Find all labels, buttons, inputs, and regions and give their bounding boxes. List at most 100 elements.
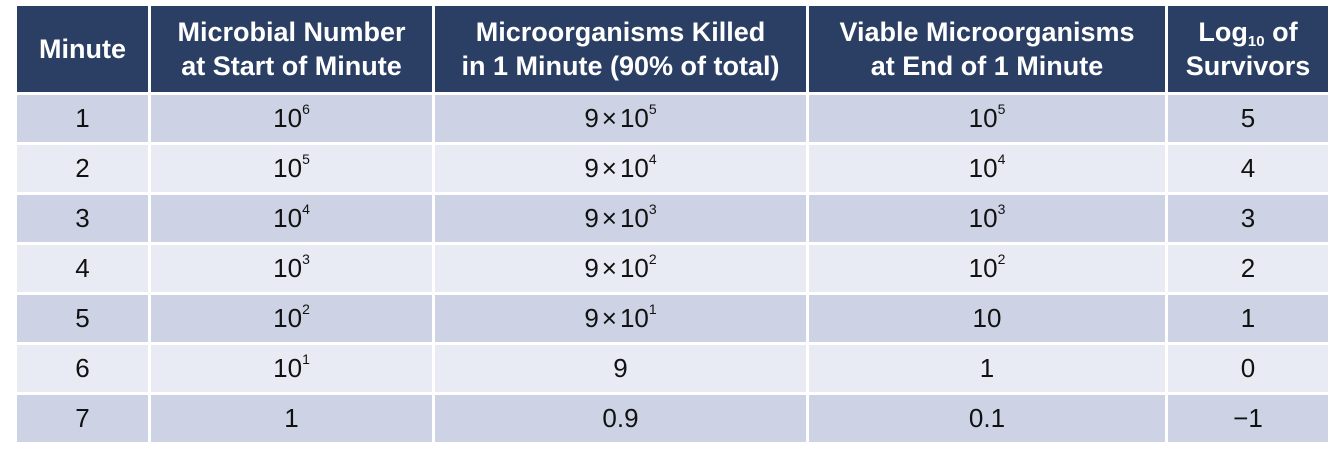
- cell-killed: 9 × 105: [432, 92, 809, 145]
- log-value: 2: [1240, 253, 1256, 283]
- viable-base: 10: [968, 103, 998, 133]
- killed-base: 10: [619, 153, 649, 183]
- cell-viable: 10: [806, 292, 1168, 345]
- cell-start-number: 103: [148, 242, 435, 295]
- start-number-base: 10: [273, 353, 303, 383]
- killed-times-sign: ×: [601, 103, 617, 133]
- minute-value: 3: [75, 203, 90, 233]
- cell-viable: 105: [806, 92, 1168, 145]
- viable-base: 10: [968, 203, 998, 233]
- killed-base: 10: [619, 203, 649, 233]
- cell-minute: 4: [14, 242, 151, 295]
- header-killed-line2: in 1 Minute (90% of total): [461, 51, 780, 81]
- cell-log-survivors: 2: [1165, 242, 1331, 295]
- header-minute: Minute: [14, 6, 151, 95]
- cell-log-survivors: 4: [1165, 142, 1331, 195]
- microbial-death-table: Minute Microbial Number at Start of Minu…: [14, 6, 1331, 445]
- killed-base: 10: [619, 253, 649, 283]
- minute-value: 5: [75, 303, 90, 333]
- viable-exponent: 4: [997, 151, 1006, 167]
- table-row: 7 1 0.9 0.1 −1: [14, 392, 1331, 445]
- killed-exponent: 4: [648, 151, 657, 167]
- start-number-base: 10: [273, 253, 303, 283]
- start-number-base: 10: [273, 153, 303, 183]
- header-log-prefix: Log: [1198, 17, 1248, 47]
- minute-value: 7: [75, 403, 90, 433]
- start-number-value: 1: [284, 403, 299, 433]
- killed-exponent: 1: [648, 301, 657, 317]
- cell-start-number: 102: [148, 292, 435, 345]
- log-value: 3: [1240, 203, 1256, 233]
- killed-coefficient: 9: [584, 253, 599, 283]
- header-row: Minute Microbial Number at Start of Minu…: [14, 6, 1331, 95]
- table-row: 3 104 9 × 103 103 3: [14, 192, 1331, 245]
- killed-coefficient: 9: [584, 153, 599, 183]
- header-viable-line2: at End of 1 Minute: [870, 51, 1104, 81]
- table-row: 5 102 9 × 101 10 1: [14, 292, 1331, 345]
- cell-log-survivors: 5: [1165, 92, 1331, 145]
- cell-minute: 2: [14, 142, 151, 195]
- cell-minute: 6: [14, 342, 151, 395]
- start-number-base: 10: [273, 203, 303, 233]
- header-start-number-line1: Microbial Number: [177, 17, 406, 47]
- killed-times-sign: ×: [601, 153, 617, 183]
- start-number-exponent: 1: [302, 351, 310, 367]
- cell-killed: 9 × 104: [432, 142, 809, 195]
- killed-times-sign: ×: [601, 303, 617, 333]
- cell-minute: 5: [14, 292, 151, 345]
- killed-base: 10: [619, 303, 649, 333]
- cell-log-survivors: −1: [1165, 392, 1331, 445]
- cell-killed: 9 × 101: [432, 292, 809, 345]
- header-minute-line1: Minute: [39, 34, 126, 64]
- viable-exponent: 2: [997, 251, 1006, 267]
- cell-start-number: 104: [148, 192, 435, 245]
- cell-viable: 102: [806, 242, 1168, 295]
- cell-log-survivors: 3: [1165, 192, 1331, 245]
- killed-base: 10: [619, 103, 649, 133]
- viable-base: 10: [968, 153, 998, 183]
- header-log-subscript: 10: [1247, 33, 1265, 50]
- start-number-base: 10: [273, 103, 303, 133]
- killed-coefficient: 9: [584, 303, 599, 333]
- cell-start-number: 106: [148, 92, 435, 145]
- killed-times-sign: ×: [601, 253, 617, 283]
- cell-killed: 9: [432, 342, 809, 395]
- header-killed: Microorganisms Killed in 1 Minute (90% o…: [432, 6, 809, 95]
- cell-killed: 9 × 103: [432, 192, 809, 245]
- table-row: 1 106 9 × 105 105 5: [14, 92, 1331, 145]
- table-row: 6 101 9 1 0: [14, 342, 1331, 395]
- start-number-base: 10: [273, 303, 303, 333]
- table-body: 1 106 9 × 105 105 5 2 105 9 × 104 104 4 3 104 9 × 103 103 3 4…: [14, 92, 1331, 445]
- header-log-survivors: Log10 of Survivors: [1165, 6, 1331, 95]
- cell-start-number: 105: [148, 142, 435, 195]
- header-log-line1: Log10 of: [1174, 15, 1322, 49]
- killed-exponent: 3: [648, 201, 657, 217]
- log-value: 0: [1240, 353, 1256, 383]
- viable-base: 10: [968, 253, 998, 283]
- log-value: 1: [1240, 303, 1256, 333]
- cell-viable: 1: [806, 342, 1168, 395]
- killed-coefficient: 9: [584, 103, 599, 133]
- header-start-number-line2: at Start of Minute: [181, 51, 402, 81]
- killed-value: 9: [613, 353, 628, 383]
- table-row: 4 103 9 × 102 102 2: [14, 242, 1331, 295]
- log-value: −1: [1233, 403, 1263, 433]
- viable-value: 1: [979, 353, 995, 383]
- minute-value: 4: [75, 253, 90, 283]
- viable-exponent: 5: [997, 101, 1006, 117]
- killed-times-sign: ×: [601, 203, 617, 233]
- cell-start-number: 101: [148, 342, 435, 395]
- header-start-number: Microbial Number at Start of Minute: [148, 6, 435, 95]
- cell-minute: 1: [14, 92, 151, 145]
- start-number-exponent: 2: [302, 301, 310, 317]
- header-log-suffix: of: [1264, 17, 1298, 47]
- start-number-exponent: 5: [302, 151, 310, 167]
- cell-viable: 0.1: [806, 392, 1168, 445]
- cell-log-survivors: 1: [1165, 292, 1331, 345]
- cell-minute: 7: [14, 392, 151, 445]
- viable-exponent: 3: [997, 201, 1006, 217]
- start-number-exponent: 4: [302, 201, 310, 217]
- cell-viable: 103: [806, 192, 1168, 245]
- viable-value: 10: [972, 303, 1002, 333]
